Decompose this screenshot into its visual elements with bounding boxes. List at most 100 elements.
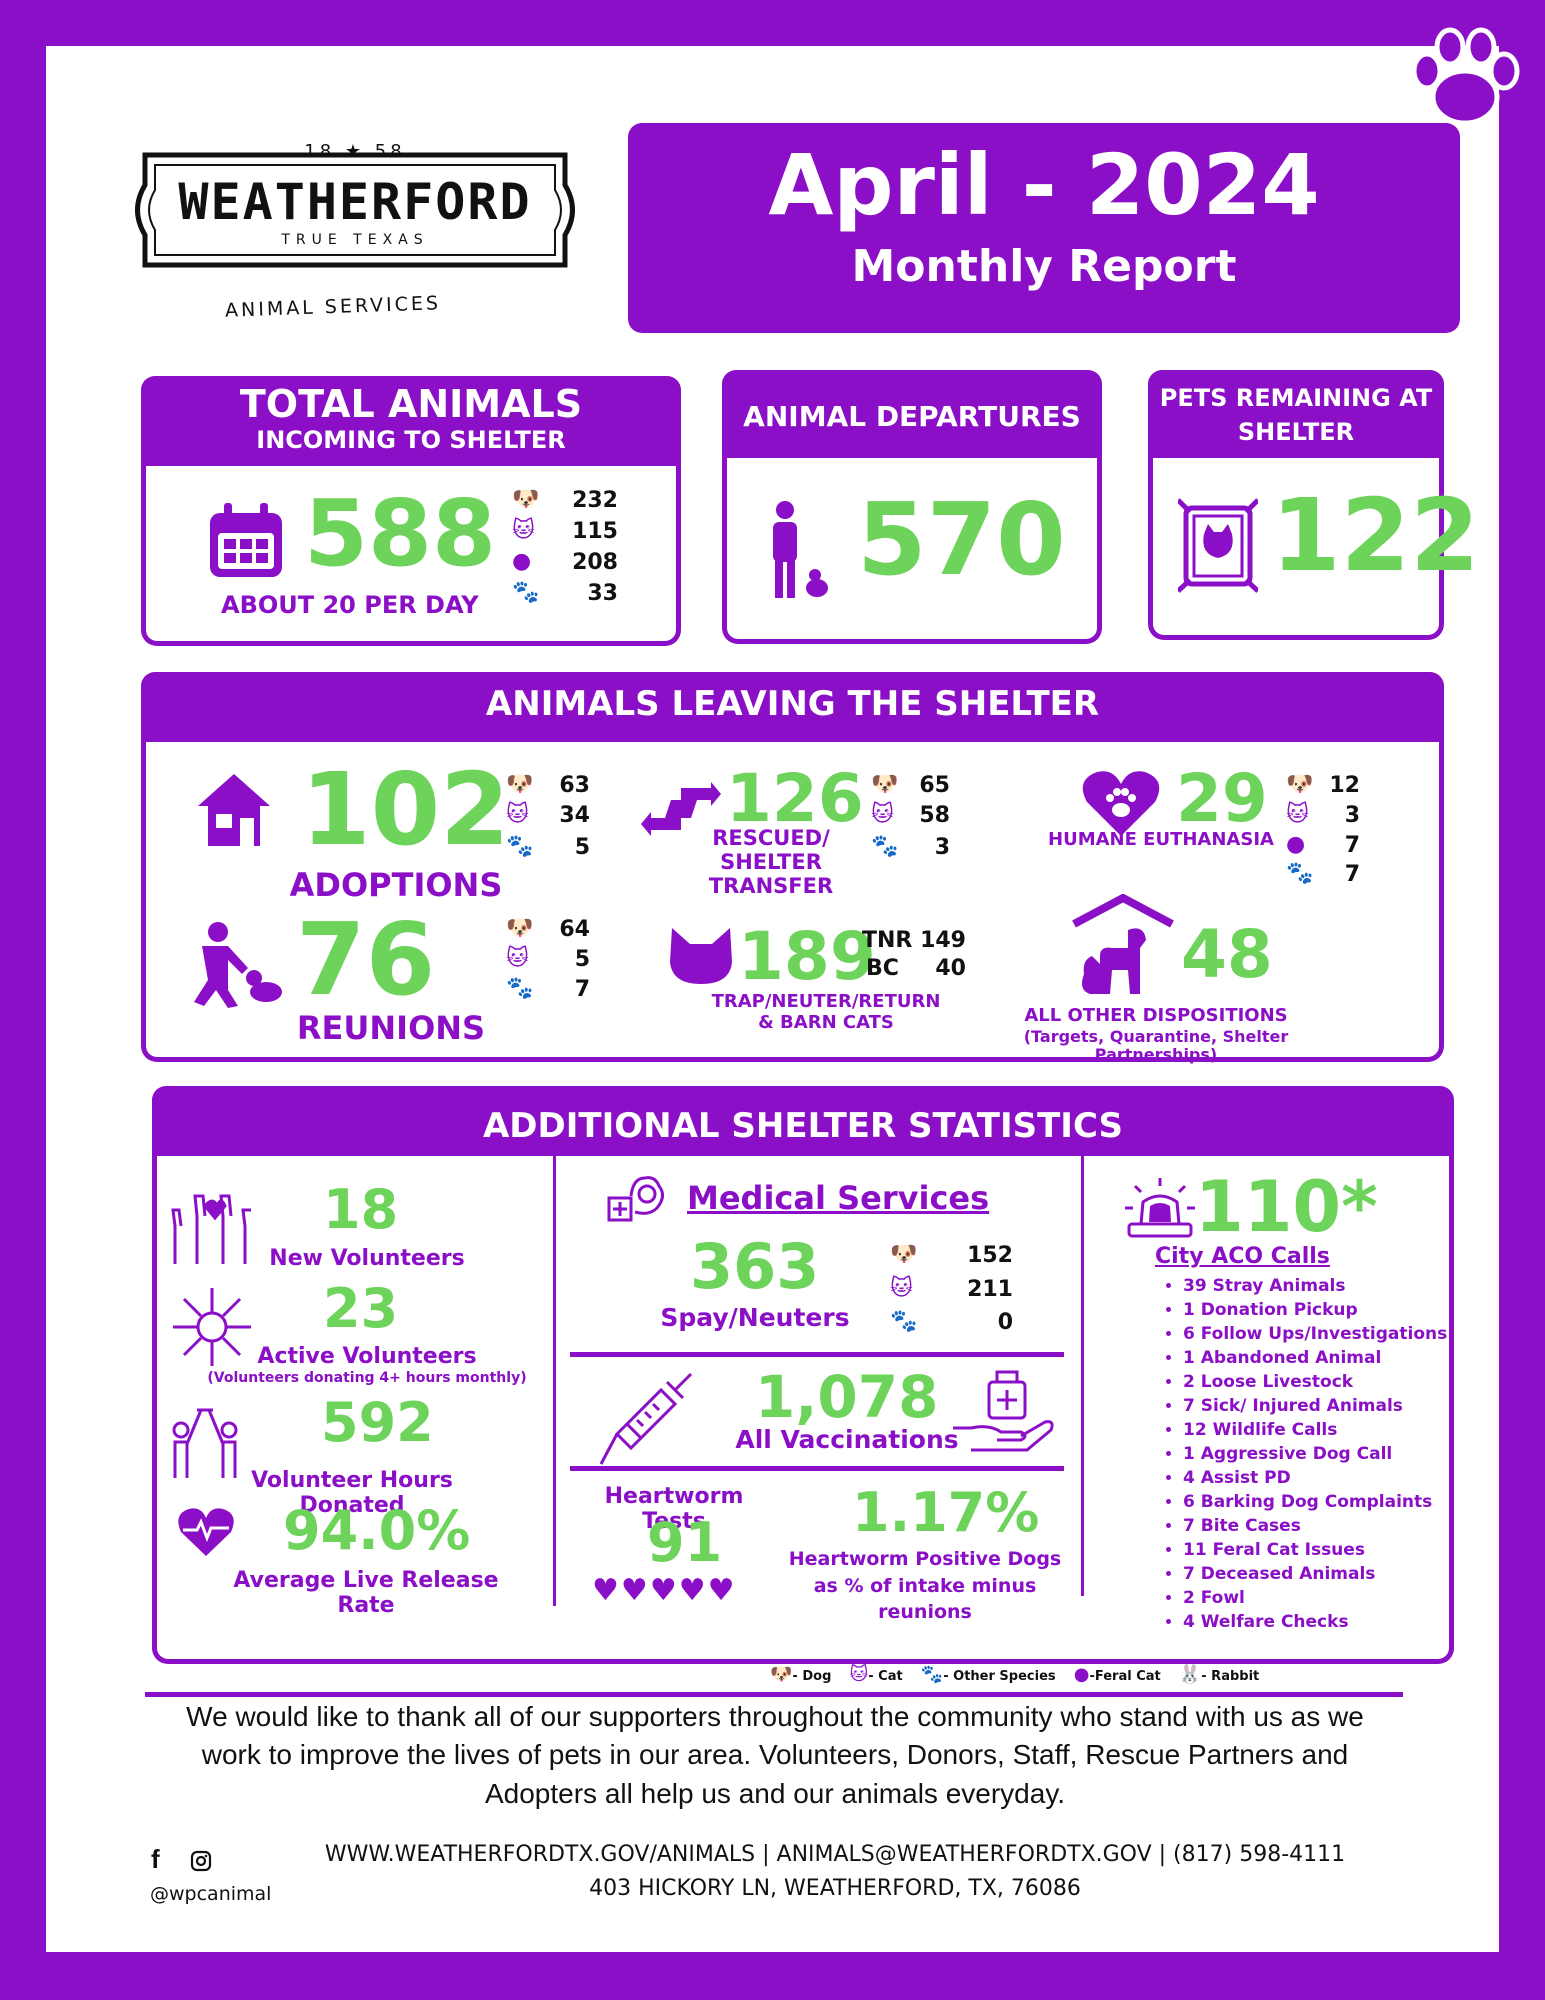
euthanasia-value: 29 [1176, 760, 1268, 837]
transfer-cats: 58 [919, 803, 950, 828]
departures-total: 570 [857, 481, 1066, 598]
additional-card: 18 New Volunteers 23 Active Volunteers (… [152, 1156, 1454, 1664]
additional-header: ADDITIONAL SHELTER STATISTICS [152, 1086, 1454, 1160]
medical-title: Medical Services [687, 1179, 990, 1217]
incoming-card: 588 ABOUT 20 PER DAY 🐶 🐱 ● 🐾 232 115 208… [141, 466, 681, 646]
house-icon [198, 774, 270, 846]
leaving-title: ANIMALS LEAVING THE SHELTER [485, 684, 1100, 724]
paw-icon: 🐾 [890, 1309, 918, 1334]
tnr-label: TRAP/NEUTER/RETURN & BARN CATS [711, 991, 941, 1033]
heartworm-tests-label: Heartworm Tests [604, 1484, 744, 1535]
logo-name: WEATHERFORD [178, 173, 532, 231]
footer-address: 403 HICKORY LN, WEATHERFORD, TX, 76086 [589, 1876, 1081, 1901]
active-volunteers-value: 23 [323, 1277, 399, 1340]
paw-icon: 🐾 [871, 834, 899, 859]
remaining-title: PETS REMAINING AT SHELTER [1159, 384, 1433, 446]
circle-hands-icon [173, 1288, 251, 1366]
reunions-value: 76 [296, 901, 436, 1018]
medical-pets-icon [607, 1176, 664, 1222]
caged-cat-icon [1178, 498, 1258, 593]
footer-contact[interactable]: WWW.WEATHERFORDTX.GOV/ANIMALS | ANIMALS@… [324, 1842, 1346, 1867]
transfer-label: RESCUED/ SHELTER TRANSFER [708, 826, 834, 899]
bc-code-label: BC [866, 956, 899, 981]
vaccinations-label: All Vaccinations [735, 1425, 959, 1454]
cat-head-icon [670, 928, 732, 984]
legend-feral: -Feral Cat [1089, 1669, 1161, 1684]
adoptions-cats: 34 [559, 803, 590, 828]
logo: 18 ★ 58 WEATHERFORD TRUE TEXAS [125, 135, 585, 285]
spay-dogs: 152 [967, 1243, 1013, 1268]
dog-face-icon: 🐶 [1286, 772, 1314, 797]
volunteer-hours-label: Volunteer Hours Donated [251, 1468, 453, 1519]
thanks-divider [145, 1692, 1403, 1697]
legend-dog: - Dog [792, 1669, 832, 1684]
departures-card: 570 [722, 458, 1102, 644]
euthanasia-other: 7 [1344, 862, 1360, 887]
dog-face-icon: 🐶 [506, 916, 534, 941]
list-item: 2 Fowl [1183, 1586, 1483, 1610]
other-dispositions-value: 48 [1181, 916, 1273, 993]
incoming-title: TOTAL ANIMALS [239, 382, 583, 426]
new-volunteers-value: 18 [323, 1178, 399, 1241]
cat-face-icon: 🐱 [871, 802, 894, 827]
dog-face-icon: 🐶 [871, 772, 899, 797]
additional-title: ADDITIONAL SHELTER STATISTICS [482, 1106, 1124, 1146]
active-volunteers-label: Active Volunteers [257, 1344, 477, 1369]
feral-cat-icon: ● [512, 549, 532, 574]
legend-cat: - Cat [868, 1669, 903, 1684]
aco-calls-value: 110* [1195, 1166, 1378, 1248]
social-handle[interactable]: @wpcanimal [150, 1883, 272, 1905]
heartworm-positive-label: Heartworm Positive Dogs as % of intake m… [788, 1548, 1062, 1624]
aco-calls-title: City ACO Calls [1155, 1244, 1330, 1269]
incoming-subtitle: INCOMING TO SHELTER [256, 425, 566, 454]
heart-paw-icon [1082, 771, 1160, 836]
icon-legend: 🐶- Dog 🐱- Cat 🐾- Other Species ●-Feral C… [770, 1666, 1370, 1690]
adoptions-value: 102 [301, 751, 510, 868]
list-item: 1 Aggressive Dog Call [1183, 1442, 1483, 1466]
adoptions-label: ADOPTIONS [289, 866, 503, 904]
list-item: 6 Barking Dog Complaints [1183, 1490, 1483, 1514]
remaining-total: 122 [1271, 477, 1480, 594]
logo-year-left: 18 [304, 141, 336, 162]
transfer-arrows-icon [641, 782, 721, 836]
transfer-value: 126 [726, 760, 864, 837]
list-item: 12 Wildlife Calls [1183, 1418, 1483, 1442]
list-item: 1 Donation Pickup [1183, 1298, 1483, 1322]
vaccination-divider [570, 1466, 1064, 1471]
instagram-icon[interactable] [190, 1850, 212, 1872]
incoming-total: 588 [304, 480, 497, 587]
adoptions-dogs: 63 [559, 773, 590, 798]
vaccinations-value: 1,078 [755, 1363, 939, 1431]
heart-icon: ♥ [707, 1573, 737, 1608]
facebook-icon[interactable]: f [151, 1844, 160, 1874]
incoming-header: TOTAL ANIMALS INCOMING TO SHELTER [141, 376, 681, 481]
report-month: April - 2024 [768, 136, 1320, 234]
logo-tagline: TRUE TEXAS [281, 232, 429, 248]
dog-face-icon: 🐶 [512, 487, 540, 512]
volunteer-hours-value: 592 [321, 1391, 434, 1454]
paw-icon [1411, 27, 1520, 126]
cat-face-icon: 🐱 [506, 946, 529, 971]
high-five-icon [172, 1408, 238, 1478]
cat-face-icon: 🐱 [512, 518, 535, 543]
spay-label: Spay/Neuters [660, 1303, 850, 1332]
new-volunteers-label: New Volunteers [269, 1246, 465, 1271]
heart-icon: ♥ [592, 1573, 621, 1608]
incoming-per-day: ABOUT 20 PER DAY [221, 591, 479, 619]
list-item: 4 Welfare Checks [1183, 1610, 1483, 1634]
spay-other: 0 [997, 1310, 1013, 1335]
report-subtitle: Monthly Report [851, 241, 1237, 292]
list-item: 6 Follow Ups/Investigations [1183, 1322, 1483, 1346]
dog-face-icon: 🐶 [890, 1242, 918, 1267]
legend-other: - Other Species [943, 1669, 1056, 1684]
departures-title: ANIMAL DEPARTURES [743, 400, 1081, 433]
feral-cat-icon: ● [1286, 832, 1306, 857]
reunions-dogs: 64 [559, 917, 590, 942]
heart-icon: ♥ [649, 1573, 679, 1608]
live-release-value: 94.0% [283, 1499, 471, 1562]
heartworm-positive-value: 1.17% [852, 1481, 1040, 1544]
euthanasia-cats: 3 [1344, 803, 1360, 828]
list-item: 7 Deceased Animals [1183, 1562, 1483, 1586]
texas-star-icon: ★ [335, 141, 375, 162]
